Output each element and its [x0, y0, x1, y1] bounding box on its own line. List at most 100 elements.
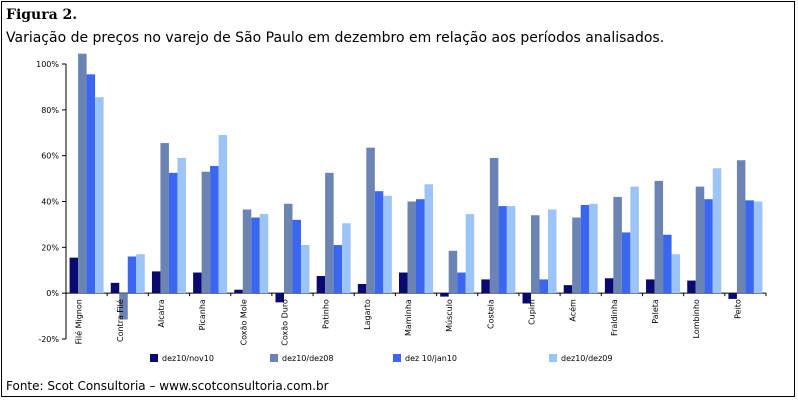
bar — [218, 135, 228, 294]
legend-label: dez10/nov10 — [162, 354, 214, 363]
bar — [300, 245, 310, 294]
bar — [712, 168, 722, 294]
y-tick-label: 0% — [46, 289, 59, 298]
bar — [728, 293, 737, 299]
bar — [234, 289, 243, 294]
bar — [687, 280, 696, 294]
bar — [374, 191, 384, 294]
bar — [110, 282, 120, 294]
bar — [160, 143, 169, 294]
category-label: Lagarto — [363, 299, 372, 330]
category-label: Picanha — [198, 299, 207, 330]
bar — [383, 195, 392, 294]
bar — [548, 209, 557, 294]
bar — [78, 53, 87, 294]
category-label: Cupim — [528, 299, 537, 325]
category-label: Contra Filé — [115, 299, 125, 342]
figure-label: Figura 2. — [6, 7, 78, 23]
bar — [539, 279, 549, 294]
y-tick-label: 60% — [41, 152, 59, 161]
bar — [448, 250, 458, 294]
category-label: Coxão Mole — [239, 299, 248, 345]
category-label: Patinho — [322, 299, 331, 329]
bar — [580, 204, 590, 294]
bar — [646, 279, 655, 294]
bar — [572, 217, 581, 294]
category-label: Filé Mignon — [74, 299, 84, 344]
bar — [522, 293, 532, 304]
bar — [613, 196, 622, 294]
category-label: Paleta — [651, 299, 660, 324]
bar — [242, 209, 252, 294]
category-label: Acém — [568, 299, 578, 322]
bar — [95, 97, 104, 294]
bar — [136, 254, 145, 294]
bar — [333, 245, 343, 294]
legend-swatch — [549, 354, 557, 362]
bar — [630, 186, 639, 294]
bar — [366, 147, 375, 294]
bar — [506, 206, 516, 294]
bar — [440, 293, 449, 297]
bar — [563, 285, 573, 294]
source-note: Fonte: Scot Consultoria – www.scotconsul… — [6, 379, 329, 393]
bar — [292, 219, 301, 294]
bar — [259, 214, 269, 294]
bar — [151, 271, 161, 294]
bar — [745, 200, 754, 294]
bar — [69, 257, 79, 294]
bar — [481, 279, 490, 294]
bar — [736, 160, 746, 294]
legend-label: dez 10/jan10 — [405, 354, 457, 363]
bar — [589, 203, 598, 294]
y-tick-label: 20% — [41, 243, 59, 252]
bar — [210, 165, 219, 294]
y-tick-label: 100% — [36, 60, 59, 69]
bar — [342, 223, 351, 294]
bar — [753, 201, 763, 294]
bar — [251, 217, 260, 294]
bar — [457, 272, 466, 294]
chart-legend: dez10/nov10 dez10/dez08 dez 10/jan10 dez10/… — [150, 354, 612, 363]
bar — [177, 157, 186, 294]
bar — [498, 206, 507, 294]
category-labels: Filé Mignon Contra Filé Alcatra Picanha Coxã… — [74, 299, 743, 346]
bar — [621, 232, 631, 294]
bar — [193, 272, 202, 294]
legend-label: dez10/dez08 — [282, 354, 333, 363]
y-tick-label: 80% — [41, 106, 59, 115]
bar — [424, 184, 433, 294]
bar — [168, 172, 178, 294]
bar — [316, 275, 326, 294]
category-label: Peito — [733, 299, 742, 319]
category-label: Lombinho — [692, 299, 701, 338]
bar — [127, 256, 137, 294]
legend-label: dez10/dez09 — [561, 354, 612, 363]
bar — [275, 293, 284, 303]
bar — [416, 199, 425, 294]
y-tick-label: 40% — [41, 198, 59, 207]
bar — [671, 254, 681, 294]
bar — [654, 180, 664, 294]
bar — [465, 214, 475, 294]
chart-subtitle: Variação de preços no varejo de São Paul… — [6, 30, 665, 46]
bar — [704, 199, 713, 294]
chart-bars — [69, 53, 763, 320]
bar — [489, 157, 499, 294]
bar — [86, 74, 96, 294]
legend-swatch — [150, 354, 158, 362]
category-label: Costela — [486, 299, 495, 329]
category-label: Coxão Duro — [280, 299, 289, 346]
category-label: Maminha — [404, 299, 413, 336]
y-tick-label: -20% — [38, 335, 59, 344]
bar — [119, 293, 128, 320]
legend-swatch — [393, 354, 401, 362]
bar — [399, 272, 408, 294]
bar — [325, 172, 334, 294]
bar — [604, 278, 614, 294]
bar-chart: -20% 0% 20% 40% 60% 80% 100% Filé Mignon Contra… — [36, 53, 767, 363]
category-label: Alcatra — [157, 299, 166, 327]
bar — [531, 215, 540, 294]
legend-swatch — [270, 354, 278, 362]
bar — [407, 201, 416, 294]
